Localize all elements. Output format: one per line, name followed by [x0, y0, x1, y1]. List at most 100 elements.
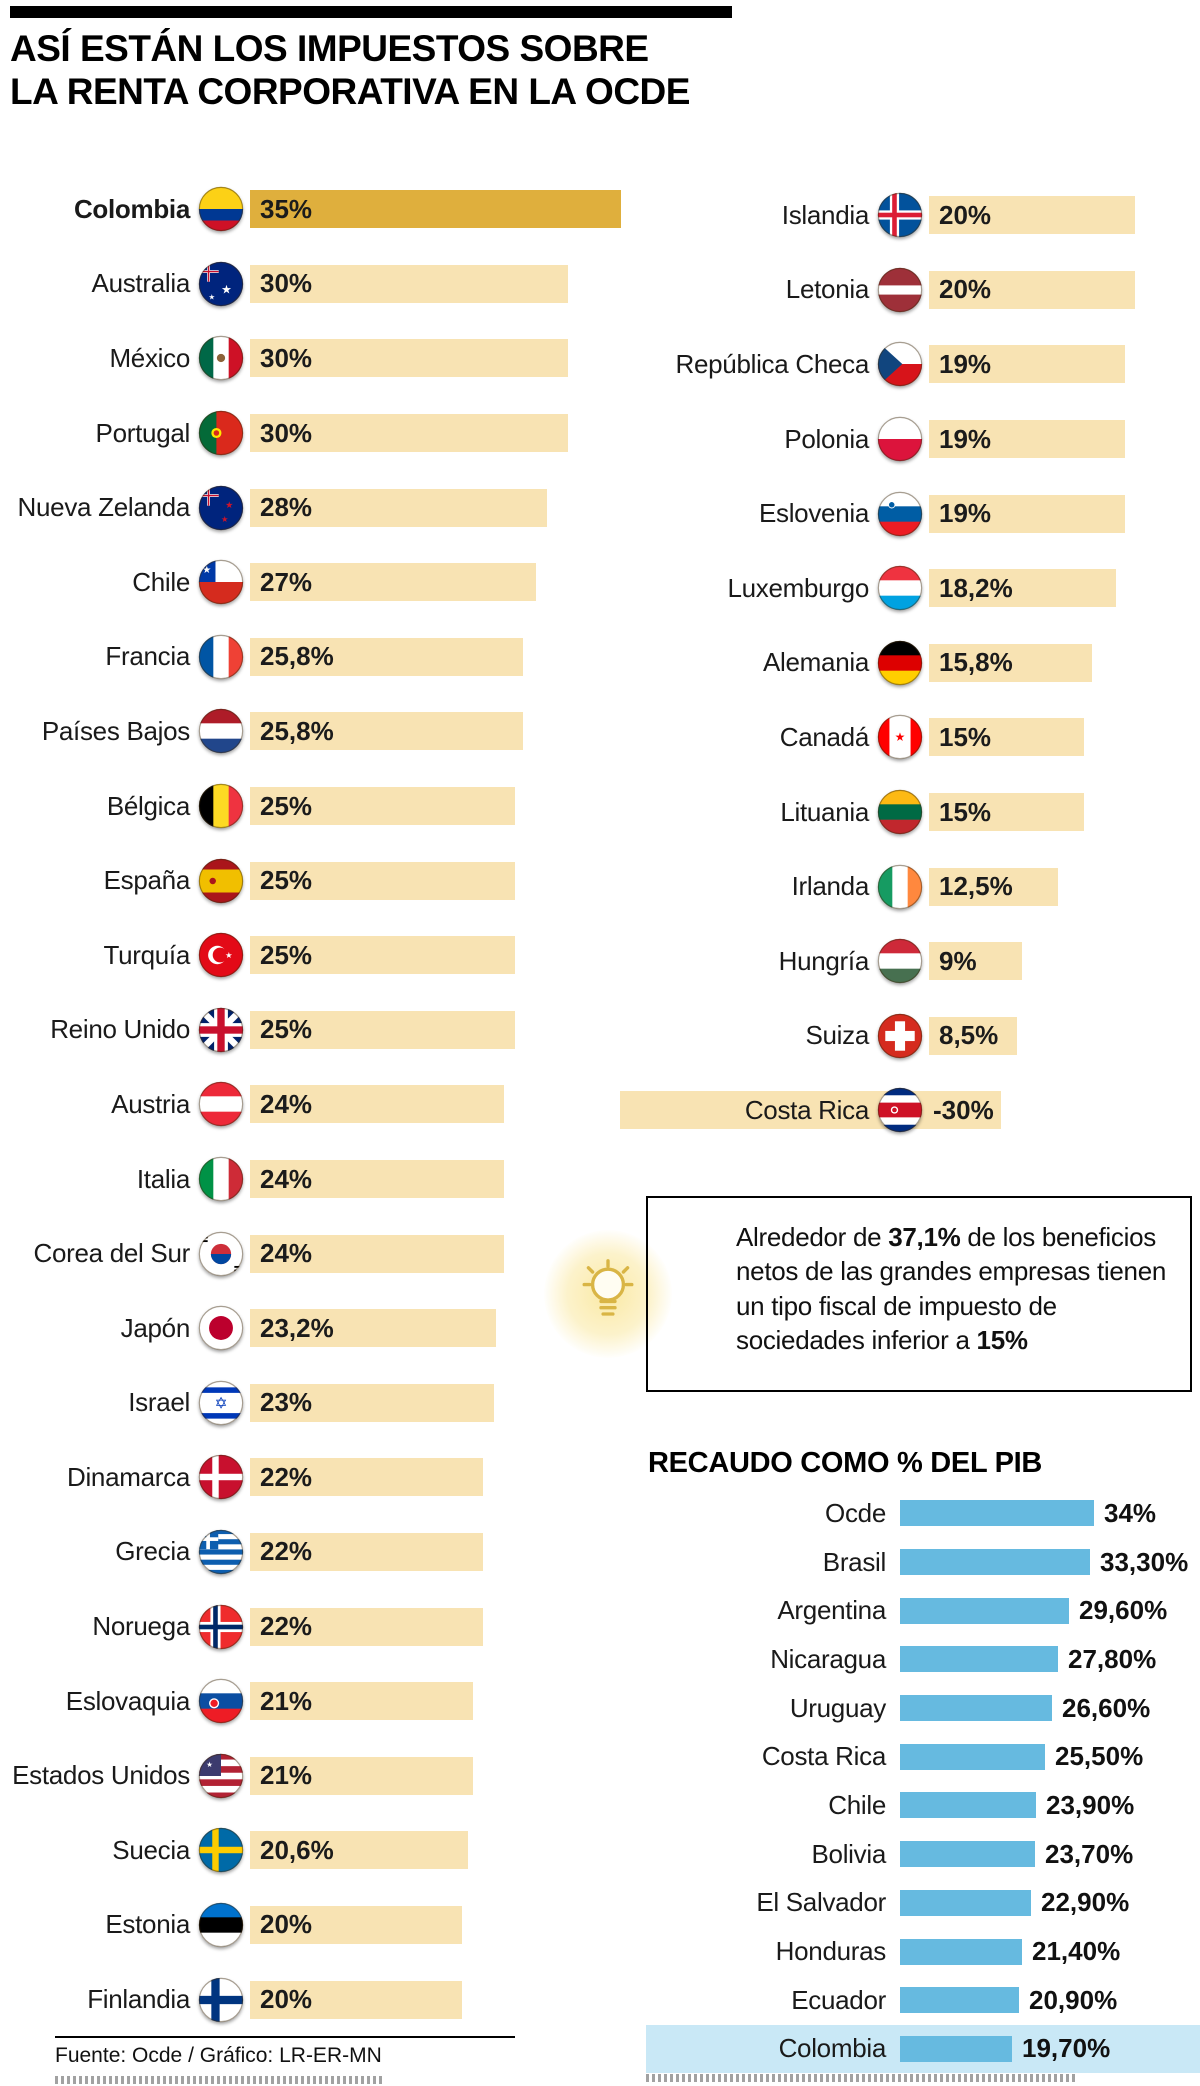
value-label: 15%	[939, 796, 992, 827]
flag-icon	[198, 1231, 244, 1276]
country-label: Colombia	[778, 2033, 887, 2064]
tax-row: Chile ★ 27%	[0, 545, 640, 620]
page-title-line2: LA RENTA CORPORATIVA EN LA OCDE	[10, 70, 690, 112]
country-label: Corea del Sur	[33, 1238, 190, 1269]
tax-bar: 30%	[250, 414, 568, 453]
tax-row: Nueva Zelanda ★ ★ 28%	[0, 470, 640, 545]
value-label: 22%	[260, 1536, 313, 1567]
tax-bar: 24%	[250, 1234, 504, 1273]
flag-icon	[198, 634, 244, 680]
flag-icon	[198, 1455, 244, 1500]
value-label: 20%	[939, 199, 992, 230]
gdp-bar	[900, 1549, 1090, 1576]
value-label: 30%	[260, 268, 313, 299]
flag-icon: ✡	[198, 1380, 244, 1425]
value-label: 22,90%	[1041, 1887, 1130, 1918]
country-label: Chile	[132, 566, 190, 597]
country-label: Ocde	[825, 1497, 886, 1528]
value-label: 19%	[939, 498, 992, 529]
value-label: 20%	[260, 1909, 313, 1940]
tax-row: Eslovenia 19%	[600, 476, 1200, 551]
value-label: 20%	[260, 1984, 313, 2015]
tax-bar: 20%	[929, 196, 1135, 235]
tax-row: Luxemburgo 18,2%	[600, 551, 1200, 626]
tax-row: Lituania 15%	[600, 775, 1200, 850]
callout-segment: 37,1%	[888, 1222, 961, 1252]
source-credit: Fuente: Ocde / Gráfico: LR-ER-MN	[55, 2044, 382, 2067]
tax-row: Irlanda 12,5%	[600, 849, 1200, 924]
value-label: -30%	[933, 1094, 994, 1125]
country-label: Australia	[91, 268, 191, 299]
flag-icon: ★	[877, 715, 923, 760]
tax-bar: 21%	[250, 1756, 473, 1795]
gdp-bar	[900, 1841, 1035, 1868]
tax-bar: 15%	[929, 718, 1084, 757]
country-label: Nueva Zelanda	[17, 492, 191, 523]
value-label: 33,30%	[1100, 1546, 1189, 1577]
flag-icon	[198, 1082, 244, 1127]
tax-bar: 20,6%	[250, 1831, 468, 1870]
value-label: 8,5%	[939, 1020, 999, 1051]
tax-bar: 9%	[929, 942, 1022, 981]
tax-row: Canadá ★ 15%	[600, 700, 1200, 775]
country-label: España	[103, 865, 191, 896]
tax-bar: 20%	[250, 1980, 462, 2019]
country-label: Turquía	[103, 939, 190, 970]
tax-bar: 22%	[250, 1607, 483, 1646]
value-label: 30%	[260, 417, 313, 448]
tax-row: Corea del Sur 24%	[0, 1216, 640, 1291]
gdp-row: Chile 23,90%	[646, 1781, 1200, 1830]
tax-row: Turquía ★ 25%	[0, 918, 640, 993]
flag-icon	[877, 640, 923, 686]
tax-bar: 25,8%	[250, 637, 523, 676]
country-label: Ecuador	[791, 1984, 886, 2015]
flag-icon	[877, 491, 923, 536]
value-label: 18,2%	[939, 572, 1013, 603]
country-label: Nicaragua	[770, 1643, 886, 1674]
gdp-row: Brasil 33,30%	[646, 1538, 1200, 1587]
flag-icon: ★	[198, 1753, 244, 1798]
cropped-text-left	[55, 2076, 385, 2084]
tax-bar: 22%	[250, 1532, 483, 1571]
value-label: 23,70%	[1045, 1838, 1134, 1869]
country-label: Eslovaquia	[65, 1685, 191, 1716]
flag-icon	[198, 858, 244, 903]
country-label: Estados Unidos	[12, 1760, 190, 1791]
tax-row: Dinamarca 22%	[0, 1440, 640, 1515]
flag-icon	[877, 267, 923, 313]
callout-box: Alrededor de 37,1% de los beneficios net…	[646, 1196, 1192, 1392]
value-label: 20%	[939, 274, 992, 305]
flag-icon	[198, 1828, 244, 1873]
flag-icon	[198, 709, 244, 754]
svg-text:★: ★	[895, 730, 906, 744]
tax-row: Grecia 22%	[0, 1515, 640, 1590]
gdp-bar	[900, 1646, 1058, 1673]
country-label: Portugal	[95, 417, 191, 448]
gdp-row: Ecuador 20,90%	[646, 1976, 1200, 2025]
gdp-row: Nicaragua 27,80%	[646, 1635, 1200, 1684]
gdp-row: Honduras 21,40%	[646, 1927, 1200, 1976]
country-label: Irlanda	[791, 871, 870, 902]
country-label: Italia	[136, 1163, 190, 1194]
value-label: 28%	[260, 492, 313, 523]
tax-row: México 30%	[0, 321, 640, 396]
country-label: Estonia	[105, 1909, 190, 1940]
country-label: Dinamarca	[66, 1461, 190, 1492]
tax-bar: 21%	[250, 1682, 473, 1721]
page-title: ASÍ ESTÁN LOS IMPUESTOS SOBRE LA RENTA C…	[10, 28, 690, 114]
flag-icon: ★★	[198, 261, 244, 307]
tax-bar: 20%	[929, 270, 1135, 309]
country-label: Austria	[111, 1088, 190, 1119]
tax-bar: 25%	[250, 936, 515, 975]
tax-bar: 25%	[250, 1010, 515, 1049]
tax-bar: 23,2%	[250, 1309, 496, 1348]
value-label: 19,70%	[1022, 2033, 1111, 2064]
tax-row: Israel ✡ 23%	[0, 1366, 640, 1441]
tax-bar: 25%	[250, 861, 515, 900]
value-label: 25%	[260, 790, 313, 821]
value-label: 20,90%	[1029, 1984, 1118, 2015]
tax-row: España 25%	[0, 843, 640, 918]
country-label: Hungría	[778, 945, 870, 976]
value-label: 23%	[260, 1387, 313, 1418]
country-label: Uruguay	[789, 1692, 886, 1723]
